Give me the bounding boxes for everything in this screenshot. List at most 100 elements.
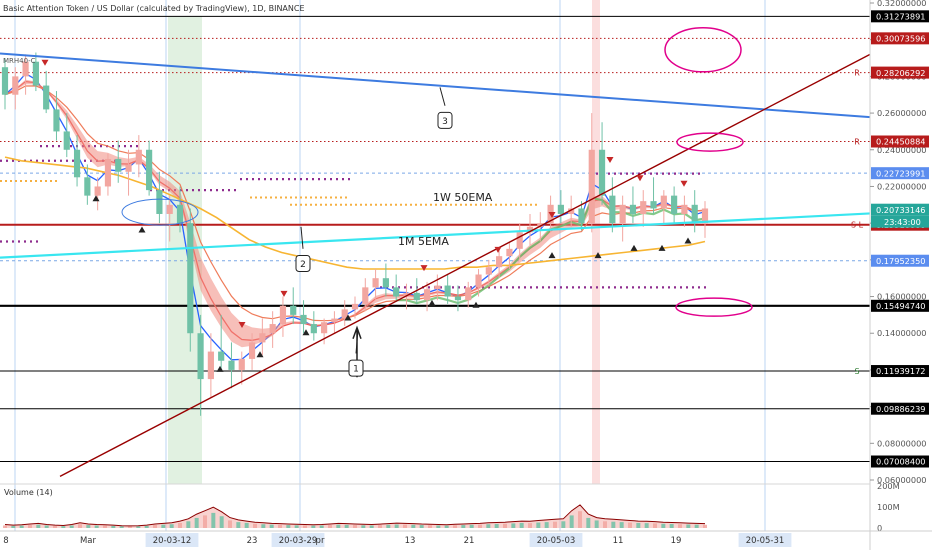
candle-body (146, 149, 153, 191)
candle-body (94, 186, 101, 196)
volume-bar (311, 525, 316, 528)
volume-bar (244, 522, 249, 528)
price-level-box (871, 135, 929, 148)
callout-label: 1 (353, 365, 359, 375)
horizontal-levels: R R S L S (0, 15, 870, 462)
candle-body (43, 85, 50, 110)
red-band (592, 0, 600, 484)
volume-bar (661, 523, 666, 528)
candlestick-series (1, 52, 709, 416)
candle-body (351, 303, 359, 310)
price-tick-label: 0.16000000 (877, 292, 927, 302)
volume-bar (478, 524, 482, 528)
volume-bar (28, 525, 32, 528)
callout-pointer (355, 329, 359, 354)
volume-bar (178, 522, 182, 528)
candle-body (310, 324, 317, 334)
candle-body (228, 360, 235, 370)
price-level-label: 0.31273891 (876, 12, 926, 22)
level-marker: S L (851, 221, 864, 230)
price-level-box (871, 402, 929, 415)
volume-bar (461, 525, 466, 528)
volume-bar (44, 525, 49, 528)
candle-body (650, 201, 657, 209)
candle-body (166, 204, 173, 214)
volume-bar (319, 525, 324, 528)
volume-bar (69, 525, 74, 528)
volume-ma-line (4, 504, 706, 527)
ellipse-highlight (121, 198, 199, 226)
price-level-label: 0.07008400 (876, 457, 926, 467)
buy-marker (428, 299, 436, 306)
price-level-box (871, 10, 929, 23)
annotation-1w-50ema: 1W 50EMA (433, 191, 493, 204)
volume-bar (628, 522, 632, 528)
candle-body (12, 76, 19, 95)
volume-axis-ticks: 200M 100M 0 (877, 481, 900, 533)
price-tick-label: 0.08000000 (877, 438, 927, 448)
time-tick-label: 13 (405, 536, 416, 546)
candle-body (640, 201, 647, 214)
candle-body (382, 278, 389, 288)
buy-marker (138, 226, 146, 233)
volume-bar (344, 524, 349, 528)
annotation-1m-5ema: 1M 5EMA (398, 235, 449, 248)
buy-marker (472, 301, 480, 308)
candle-body (372, 278, 379, 288)
volume-bar (286, 525, 291, 528)
volume-series (3, 504, 707, 528)
callout-label: 3 (442, 117, 448, 127)
callout-pointer (300, 226, 304, 249)
price-axis-panel[interactable] (870, 0, 932, 550)
candle-body (248, 342, 256, 359)
price-level-box (871, 254, 929, 267)
volume-bar (203, 515, 207, 528)
candle-body (22, 61, 29, 77)
candle-body (73, 149, 81, 178)
candle-body (300, 314, 307, 325)
candle-body (454, 296, 462, 301)
time-tick-label: 20-03-12 (153, 536, 192, 546)
candle-body (568, 208, 575, 214)
volume-bar (411, 524, 416, 528)
volume-bar (78, 524, 82, 528)
time-tick-label: 20-03-29 (279, 536, 318, 546)
darkred-trendline (59, 53, 871, 477)
price-level-label: 0.24450884 (876, 137, 926, 147)
time-tick-label: 8 (3, 536, 8, 546)
sell-marker (548, 211, 556, 218)
annotations: 1W 50EMA 1M 5EMA 1 2 3 (295, 87, 493, 377)
chart-title: Basic Attention Token / US Dollar (calcu… (3, 4, 305, 13)
price-level-box (871, 66, 929, 79)
volume-label: Volume (14) (4, 488, 53, 497)
volume-bar (536, 522, 541, 528)
volume-bar (144, 525, 149, 528)
candle-body (156, 190, 163, 214)
volume-bar (636, 522, 641, 528)
sell-marker (494, 246, 502, 253)
price-tick-label: 0.06000000 (877, 475, 927, 485)
buy-marker (658, 244, 666, 251)
volume-bar (353, 525, 357, 528)
volume-bar (236, 522, 241, 528)
candle-body (53, 109, 60, 132)
buy-marker (256, 351, 264, 358)
candle-body (423, 289, 431, 301)
candle-body (279, 305, 287, 325)
magenta-circle (664, 27, 742, 73)
volume-bar (378, 525, 382, 528)
volume-bar (669, 523, 674, 528)
countdown-box (871, 215, 929, 228)
candle-body (218, 351, 225, 361)
volume-bar (19, 525, 24, 528)
time-tick-label: 11 (613, 536, 624, 546)
time-tick-label: 20-05-31 (746, 536, 785, 546)
candle-body (403, 292, 410, 297)
volume-bar (569, 515, 574, 528)
volume-bar (511, 523, 516, 528)
volume-bar (369, 525, 374, 528)
candle-body (269, 324, 276, 334)
candle-body (362, 287, 369, 304)
